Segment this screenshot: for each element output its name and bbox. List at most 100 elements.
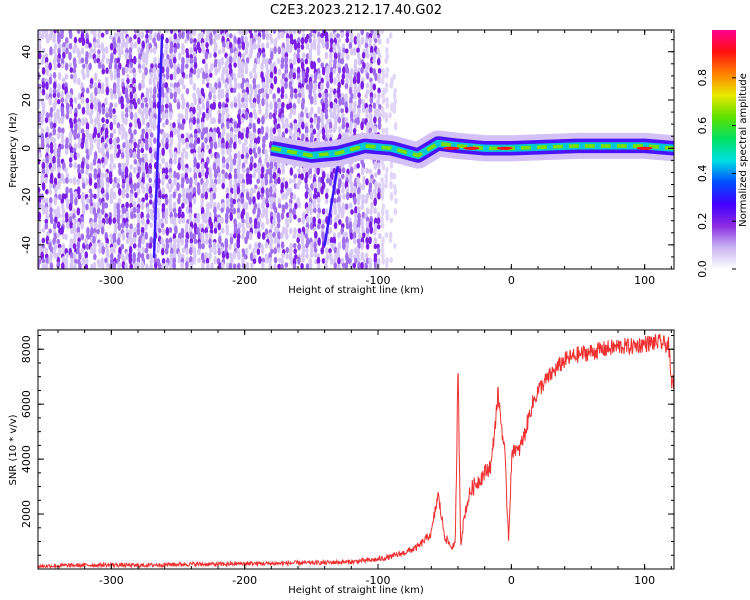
heatmap-cell bbox=[233, 171, 238, 181]
heatmap-cell bbox=[73, 161, 77, 170]
heatmap-cell bbox=[129, 111, 134, 120]
heatmap-cell bbox=[173, 97, 177, 104]
heatmap-cell bbox=[281, 192, 285, 201]
heatmap-cell bbox=[205, 144, 210, 150]
heatmap-cell bbox=[214, 66, 218, 76]
heatmap-cell bbox=[378, 112, 382, 119]
heatmap-cell bbox=[146, 253, 150, 260]
heatmap-cell bbox=[133, 166, 137, 174]
heatmap-cell bbox=[280, 212, 285, 220]
heatmap-cell bbox=[141, 63, 146, 70]
heatmap-cell bbox=[132, 55, 137, 65]
signal-hotspot bbox=[496, 146, 513, 150]
heatmap-cell bbox=[105, 253, 110, 259]
heatmap-cell bbox=[377, 121, 382, 130]
heatmap-cell bbox=[61, 212, 65, 219]
heatmap-cell bbox=[240, 196, 245, 205]
heatmap-cell bbox=[216, 201, 221, 211]
heatmap-cell bbox=[264, 112, 268, 120]
heatmap-cell bbox=[77, 193, 81, 200]
heatmap-cell bbox=[64, 86, 68, 96]
heatmap-cell bbox=[108, 112, 113, 119]
heatmap-cell bbox=[148, 199, 153, 205]
heatmap-cell bbox=[40, 251, 45, 261]
heatmap-cell bbox=[236, 262, 241, 269]
heatmap-cell bbox=[161, 263, 165, 269]
heatmap-cell bbox=[180, 261, 184, 269]
heatmap-cell bbox=[237, 251, 241, 261]
heatmap-cell bbox=[137, 138, 142, 145]
heatmap-cell bbox=[116, 216, 121, 225]
heatmap-cell bbox=[124, 107, 129, 114]
heatmap-cell bbox=[202, 186, 206, 195]
heatmap-cell bbox=[156, 32, 161, 42]
heatmap-cell bbox=[172, 201, 177, 209]
heatmap-cell bbox=[249, 162, 253, 171]
heatmap-cell bbox=[80, 47, 85, 55]
heatmap-cell bbox=[44, 262, 49, 269]
heatmap-cell bbox=[277, 203, 282, 209]
heatmap-cell bbox=[38, 158, 41, 165]
heatmap-cell bbox=[150, 63, 154, 69]
heatmap-cell bbox=[197, 32, 202, 40]
heatmap-cell bbox=[340, 57, 345, 65]
heatmap-cell bbox=[349, 262, 354, 269]
heatmap-cell bbox=[157, 227, 162, 234]
heatmap-cell bbox=[246, 167, 250, 175]
heatmap-cell bbox=[201, 103, 206, 110]
heatmap-cell bbox=[265, 93, 270, 100]
heatmap-cell bbox=[125, 73, 130, 79]
heatmap-cell bbox=[208, 232, 213, 240]
heatmap-cell bbox=[164, 197, 169, 206]
heatmap-cell bbox=[233, 102, 238, 108]
heatmap-cell bbox=[54, 216, 58, 224]
heatmap-cell bbox=[261, 97, 265, 107]
heatmap-cell bbox=[180, 133, 185, 139]
heatmap-cell bbox=[76, 30, 81, 35]
heatmap-cell bbox=[373, 197, 377, 207]
heatmap-cell bbox=[285, 246, 290, 254]
heatmap-cell bbox=[38, 241, 42, 251]
heatmap-cell bbox=[281, 167, 285, 175]
heatmap-cell bbox=[361, 211, 366, 219]
heatmap-cell bbox=[85, 178, 89, 186]
heatmap-cell bbox=[357, 56, 362, 66]
heatmap-cell bbox=[348, 127, 353, 135]
snr-y-tick-label: 4000 bbox=[20, 445, 33, 473]
heatmap-cell bbox=[277, 68, 282, 76]
heatmap-cell bbox=[337, 231, 341, 239]
heatmap-cell bbox=[185, 247, 189, 256]
heatmap-cell bbox=[232, 198, 237, 205]
heatmap-cell bbox=[96, 192, 101, 200]
heatmap-cell bbox=[124, 116, 128, 126]
heatmap-cell bbox=[276, 247, 281, 254]
heatmap-cell bbox=[328, 248, 332, 254]
heatmap-cell bbox=[380, 242, 385, 249]
heatmap-cell bbox=[281, 122, 286, 129]
heatmap-cell bbox=[240, 132, 244, 140]
heatmap-cell bbox=[105, 261, 110, 269]
heatmap-cell bbox=[69, 152, 74, 159]
heatmap-cell bbox=[292, 132, 297, 142]
heatmap-cell bbox=[112, 191, 117, 200]
heatmap-cell bbox=[321, 223, 325, 230]
heatmap-cell bbox=[189, 238, 194, 244]
heatmap-cell bbox=[177, 197, 181, 205]
heatmap-cell bbox=[312, 32, 317, 39]
heatmap-cell bbox=[213, 172, 218, 179]
heatmap-cell bbox=[196, 117, 200, 125]
heatmap-cell bbox=[244, 66, 249, 75]
heatmap-cell bbox=[85, 243, 90, 251]
heatmap-cell bbox=[389, 161, 394, 170]
heatmap-cell bbox=[204, 51, 209, 60]
heatmap-cell bbox=[94, 87, 98, 97]
heatmap-cell bbox=[138, 107, 142, 115]
heatmap-cell bbox=[362, 175, 366, 185]
heatmap-cell bbox=[116, 177, 121, 184]
heatmap-cell bbox=[325, 65, 330, 75]
heatmap-cell bbox=[218, 235, 222, 245]
heatmap-cell bbox=[288, 202, 293, 209]
heatmap-cell bbox=[288, 178, 293, 184]
heatmap-cell bbox=[244, 96, 249, 104]
